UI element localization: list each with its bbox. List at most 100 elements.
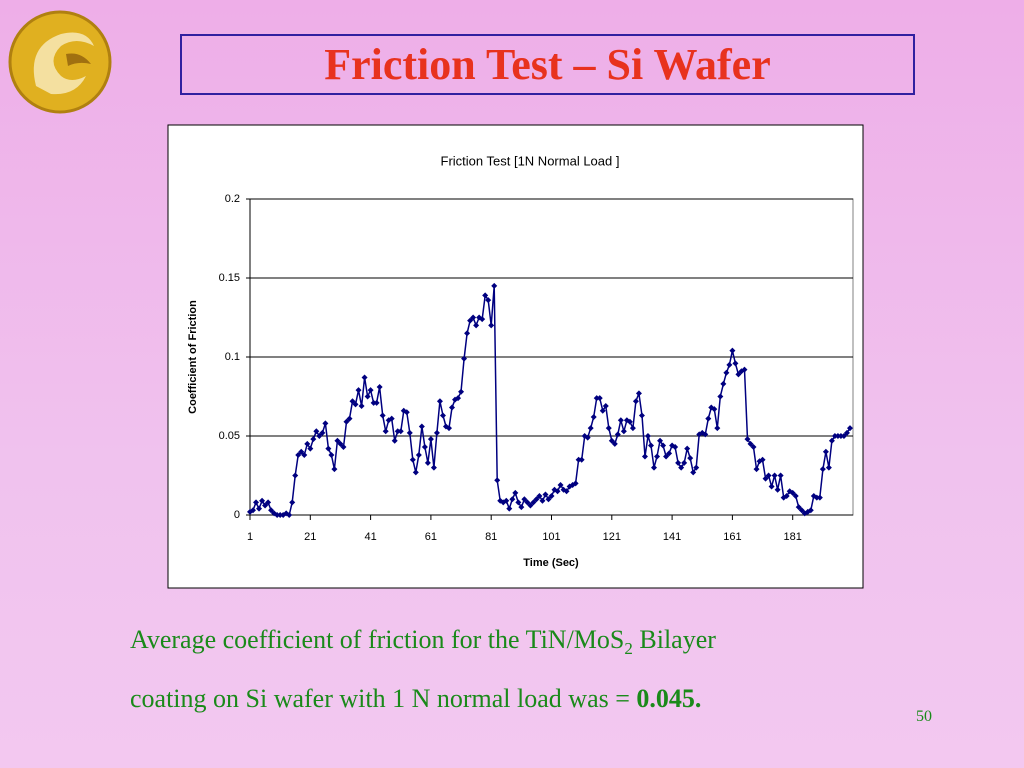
data-point (533, 496, 540, 503)
data-point (831, 433, 838, 439)
data-point (370, 399, 377, 406)
y-tick-label: 0 (234, 509, 240, 521)
data-point (795, 504, 802, 511)
data-point (491, 282, 498, 289)
data-point (403, 409, 410, 416)
data-point (768, 483, 775, 490)
data-point (717, 393, 724, 400)
data-point (644, 433, 651, 439)
data-point (542, 491, 549, 498)
data-point (461, 355, 468, 362)
data-point (286, 512, 293, 518)
data-point (638, 412, 645, 419)
x-tick-label: 161 (723, 531, 741, 543)
x-tick-label: 181 (784, 531, 802, 543)
data-point (657, 437, 664, 444)
data-point (798, 507, 805, 514)
chart: Friction Test [1N Normal Load ] Time (Se… (167, 124, 864, 589)
data-point (663, 453, 670, 460)
data-point (509, 496, 516, 503)
data-point (485, 297, 492, 304)
data-point (641, 453, 648, 460)
data-point (690, 469, 697, 476)
data-point (834, 433, 841, 439)
data-point (328, 451, 335, 458)
data-point (563, 488, 570, 495)
data-point (301, 451, 308, 458)
data-point (298, 448, 305, 455)
x-tick-label: 81 (485, 531, 497, 543)
data-point (430, 464, 437, 471)
data-point (602, 402, 609, 409)
data-point (545, 496, 552, 503)
data-point (771, 472, 778, 479)
data-point (747, 440, 754, 447)
data-point (828, 437, 835, 444)
data-point (741, 366, 748, 373)
y-tick-label: 0.1 (225, 351, 240, 363)
data-point (319, 429, 326, 436)
data-point (494, 477, 501, 484)
data-point (608, 437, 615, 444)
data-point (439, 412, 446, 419)
data-point (575, 456, 582, 463)
data-point (548, 493, 555, 500)
data-point (813, 494, 820, 501)
data-point (506, 505, 513, 512)
data-point (807, 507, 814, 514)
data-point (325, 445, 332, 452)
data-point (759, 456, 766, 463)
data-point (455, 395, 462, 402)
data-point (340, 444, 347, 451)
data-point (726, 361, 733, 368)
data-point (361, 374, 368, 381)
data-point (373, 399, 380, 406)
data-point (647, 442, 654, 449)
data-point (388, 415, 395, 422)
data-point (632, 398, 639, 405)
x-tick-label: 101 (542, 531, 560, 543)
data-point (572, 480, 579, 487)
data-point (732, 360, 739, 367)
data-point (819, 466, 826, 473)
data-point (524, 499, 531, 506)
data-point (635, 390, 642, 397)
data-point (265, 499, 272, 506)
data-point (816, 494, 823, 501)
data-point (445, 425, 452, 432)
data-point (470, 314, 477, 321)
data-point (614, 431, 621, 438)
data-point (352, 401, 359, 408)
data-point (358, 402, 365, 409)
data-point (693, 464, 700, 471)
data-point (427, 436, 434, 443)
data-point (482, 292, 489, 299)
data-point (343, 418, 350, 425)
x-tick-label: 61 (425, 531, 437, 543)
data-point (774, 486, 781, 493)
data-point (765, 472, 772, 479)
data-point (406, 429, 413, 436)
data-point (449, 404, 456, 411)
x-axis-label: Time (Sec) (523, 557, 579, 569)
data-point (626, 418, 633, 425)
data-point (274, 512, 281, 518)
y-axis-label: Coefficient of Friction (187, 300, 199, 414)
data-point (259, 497, 266, 504)
chart-title: Friction Test [1N Normal Load ] (441, 153, 620, 168)
x-tick-label: 21 (304, 531, 316, 543)
data-point (355, 387, 362, 394)
data-point (488, 322, 495, 329)
data-point (397, 428, 404, 435)
data-point (256, 505, 263, 512)
data-point (593, 395, 600, 402)
data-point (334, 437, 341, 444)
data-point (316, 433, 323, 439)
data-point (714, 425, 721, 432)
data-point (753, 466, 760, 473)
data-point (599, 407, 606, 414)
caption-text: Bilayer (639, 625, 716, 654)
data-point (346, 415, 353, 422)
x-tick-label: 141 (663, 531, 681, 543)
data-point (837, 433, 844, 439)
